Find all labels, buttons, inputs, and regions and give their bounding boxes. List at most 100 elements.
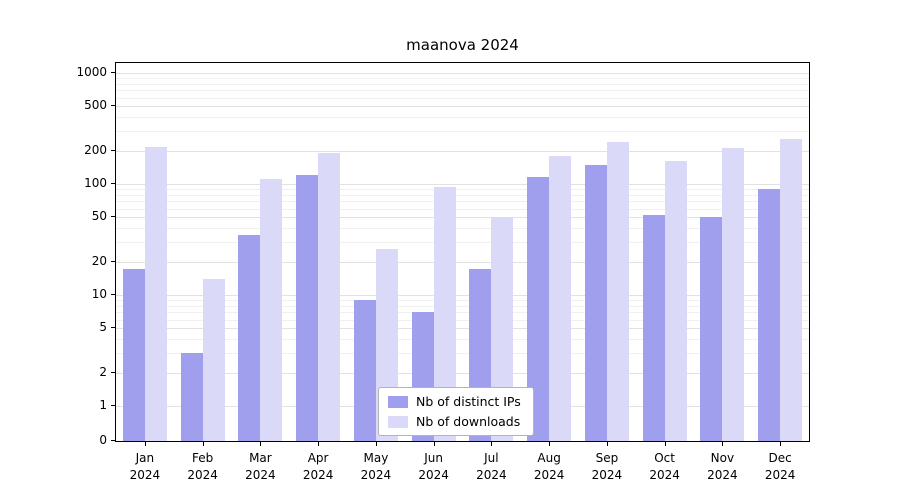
y-tick-label: 0 [99,433,107,447]
y-tick-mark [111,260,115,262]
legend-swatch [388,395,408,408]
y-tick-mark [111,294,115,295]
y-tick-label: 1 [99,398,107,412]
bar-downloads-mar [260,179,283,441]
y-tick-mark [111,440,115,441]
minor-gridline [116,194,809,196]
y-tick-label: 10 [91,287,107,301]
chart-title: maanova 2024 [406,36,519,54]
major-gridline [116,295,809,296]
x-tick-label: Nov 2024 [707,451,738,482]
y-tick-mark [111,183,115,184]
bar-distinct-ips-aug [527,177,550,441]
minor-gridline [116,90,809,92]
y-tick-label: 2 [99,364,107,379]
bar-distinct-ips-feb [180,353,203,441]
minor-gridline [116,201,809,203]
x-tick-mark [549,442,551,446]
bar-downloads-jun [433,186,456,441]
major-gridline [116,184,809,185]
legend-label: Nb of distinct IPs [416,394,521,409]
major-gridline [116,328,809,330]
bar-downloads-jan [144,147,167,441]
bar-downloads-dec [780,138,803,441]
minor-gridline [116,97,809,99]
bar-distinct-ips-sep [584,164,607,441]
minor-gridline [116,78,809,80]
legend-label: Nb of downloads [416,414,521,429]
x-tick-label: Oct 2024 [649,451,680,482]
bar-distinct-ips-nov [700,217,723,441]
minor-gridline [116,300,809,302]
y-tick-mark [111,149,115,151]
plot-area: Nb of distinct IPs Nb of downloads [115,62,810,442]
bar-distinct-ips-dec [758,189,781,441]
minor-gridline [116,117,809,119]
x-tick-label: Feb 2024 [187,451,218,482]
x-tick-mark [606,442,608,446]
minor-gridline [116,312,809,314]
y-tick-label: 200 [84,142,107,157]
major-gridline [116,217,809,219]
bar-downloads-oct [664,161,687,441]
bar-distinct-ips-mar [238,234,261,441]
x-tick-mark [433,442,435,446]
y-tick-label: 50 [91,209,107,224]
minor-gridline [116,353,809,354]
bar-downloads-nov [722,148,745,441]
y-tick-label: 100 [84,176,107,190]
y-tick-label: 500 [84,98,107,113]
major-gridline [116,106,809,108]
bar-distinct-ips-may [353,300,376,441]
y-tick-mark [111,216,115,218]
legend-entry: Nb of downloads [388,414,521,429]
minor-gridline [116,319,809,321]
y-tick-label: 5 [99,320,107,335]
x-tick-mark [202,442,204,446]
x-tick-label: Dec 2024 [764,451,796,482]
bar-downloads-jul [491,216,514,441]
major-gridline [116,372,809,374]
minor-gridline [116,228,809,230]
bar-downloads-feb [202,278,225,441]
bar-distinct-ips-oct [642,214,665,441]
minor-gridline [116,242,809,243]
bar-downloads-aug [549,155,572,441]
minor-gridline [116,208,809,210]
major-gridline [116,150,809,152]
minor-gridline [116,189,809,191]
x-tick-label: Jun 2024 [418,451,449,482]
x-tick-mark [144,442,146,446]
x-tick-label: Jul 2024 [476,451,507,482]
legend: Nb of distinct IPs Nb of downloads [378,387,534,436]
bar-distinct-ips-apr [296,175,319,441]
y-tick-label: 1000 [76,65,107,79]
y-tick-mark [111,371,115,373]
bar-downloads-sep [606,141,629,441]
bar-distinct-ips-jan [122,269,145,441]
x-tick-label: May 2024 [360,451,392,482]
major-gridline [116,261,809,263]
major-gridline [116,73,809,74]
x-tick-mark [318,442,320,446]
legend-entry: Nb of distinct IPs [388,394,521,409]
x-tick-mark [664,442,666,446]
y-tick-mark [111,72,115,73]
y-tick-label: 20 [91,253,107,268]
y-tick-mark [111,327,115,329]
x-tick-label: Sep 2024 [591,451,623,482]
legend-swatch [388,415,408,428]
bar-downloads-apr [318,153,341,441]
minor-gridline [116,339,809,341]
x-tick-mark [780,442,782,446]
x-tick-mark [722,442,724,446]
x-tick-mark [375,442,377,446]
x-tick-label: Apr 2024 [302,451,334,482]
y-tick-mark [111,405,115,406]
x-tick-label: Aug 2024 [533,451,565,482]
x-tick-label: Jan 2024 [129,451,161,482]
minor-gridline [116,305,809,307]
minor-gridline [116,131,809,132]
x-tick-mark [260,442,262,446]
y-tick-mark [111,105,115,107]
